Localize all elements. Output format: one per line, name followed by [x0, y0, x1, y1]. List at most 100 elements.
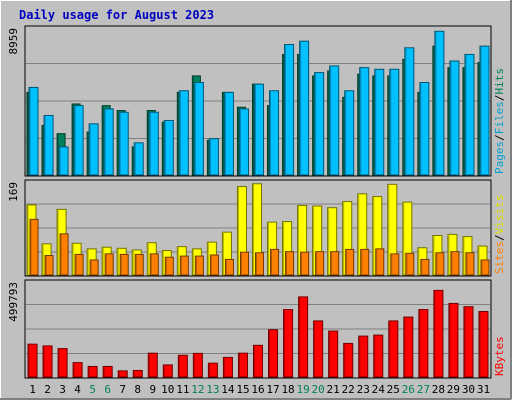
bar-kbytes-day-16 [252, 344, 264, 378]
bar-kbytes-day-8 [132, 369, 143, 378]
bar-kbytes-day-26 [403, 316, 414, 378]
bar-sites-day-31 [480, 259, 490, 276]
bar-sites-day-15 [239, 251, 249, 276]
bar-sites-day-12 [194, 255, 204, 276]
bar-sites-day-23 [360, 248, 370, 276]
bar-sites-day-1 [29, 218, 39, 276]
legend-entry: Visits [493, 195, 506, 235]
series-files [28, 30, 490, 176]
bar-sites-day-14 [224, 258, 234, 276]
bar-kbytes-day-15 [237, 352, 248, 378]
bar-kbytes-day-14 [222, 356, 233, 378]
day-label: 1 [29, 383, 36, 396]
series-sites [29, 218, 490, 276]
bar-sites-day-10 [164, 256, 174, 276]
legend-entry: Sites [493, 241, 506, 274]
bar-kbytes-day-4 [72, 362, 83, 378]
bar-kbytes-day-27 [418, 309, 429, 378]
day-label: 30 [462, 383, 475, 396]
legend-kbytes: KBytes [493, 336, 506, 376]
bar-files-day-10 [163, 119, 174, 176]
bar-files-day-22 [344, 90, 355, 176]
bar-kbytes-day-10 [162, 364, 173, 378]
day-label: 11 [176, 383, 189, 396]
series-kbytes [27, 289, 489, 378]
bar-kbytes-day-12 [192, 352, 203, 378]
bar-kbytes-day-30 [463, 306, 474, 378]
bar-kbytes-day-28 [433, 289, 444, 378]
day-label: 27 [417, 383, 430, 396]
bar-sites-day-2 [44, 255, 54, 276]
bar-sites-day-22 [345, 248, 355, 276]
bar-kbytes-day-21 [328, 330, 339, 378]
day-label: 8 [134, 383, 141, 396]
bar-files-day-24 [374, 68, 385, 176]
bar-files-day-5 [88, 123, 99, 176]
bar-files-day-11 [178, 90, 189, 176]
bar-sites-day-5 [89, 259, 99, 276]
day-label: 17 [266, 383, 279, 396]
legend-entry: Pages [493, 141, 506, 174]
legend-text: Pages/Files/Hits [493, 68, 506, 174]
bar-files-day-21 [329, 65, 340, 176]
bar-kbytes-day-11 [177, 354, 188, 378]
bar-kbytes-day-20 [313, 320, 324, 378]
bar-kbytes-day-23 [358, 335, 369, 378]
bar-files-day-8 [133, 142, 144, 176]
bar-files-day-19 [299, 40, 310, 176]
bar-kbytes-day-29 [448, 302, 459, 378]
bar-kbytes-day-31 [478, 311, 489, 378]
y-max-label: 499793 [7, 282, 20, 322]
day-label: 7 [119, 383, 126, 396]
day-label: 2 [44, 383, 51, 396]
y-max-label: 8959 [7, 28, 20, 55]
bar-kbytes-day-6 [102, 365, 113, 378]
bar-files-day-14 [223, 91, 234, 176]
bar-sites-day-30 [465, 252, 475, 276]
panel-kbytes: 499793 KBytes [7, 279, 506, 379]
bar-sites-day-21 [330, 251, 340, 276]
bar-sites-day-16 [254, 252, 265, 276]
bar-sites-day-7 [119, 253, 129, 276]
bar-files-day-7 [118, 111, 129, 176]
bar-files-day-12 [193, 81, 204, 176]
bar-sites-day-29 [450, 251, 460, 276]
bar-files-day-17 [269, 90, 280, 176]
panel-hits-files-pages: 8959 Pages/Files/Hits [7, 25, 506, 177]
bar-files-day-25 [389, 68, 400, 176]
day-label: 23 [357, 383, 370, 396]
bar-files-day-15 [238, 108, 249, 176]
legend-visits-sites: Sites/Visits [493, 195, 506, 275]
bar-files-day-13 [208, 138, 219, 176]
day-label: 15 [236, 383, 249, 396]
day-label: 29 [447, 383, 460, 396]
day-label: 19 [296, 383, 309, 396]
y-max-label: 169 [7, 182, 20, 202]
chart-title: Daily usage for August 2023 [19, 8, 214, 22]
day-label: 5 [89, 383, 96, 396]
day-label: 28 [432, 383, 445, 396]
bar-sites-day-24 [375, 248, 385, 276]
bar-sites-day-26 [405, 252, 415, 276]
bar-sites-day-20 [315, 251, 325, 276]
bar-sites-day-18 [285, 251, 295, 276]
bar-sites-day-28 [435, 252, 445, 276]
bar-sites-day-11 [179, 255, 189, 276]
legend-text: KBytes [493, 336, 506, 376]
bar-files-day-9 [148, 111, 159, 176]
day-label: 6 [104, 383, 111, 396]
chart-panels: 8959 Pages/Files/Hits 169 Sites/Visits 49979… [7, 25, 506, 379]
bar-files-day-2 [43, 115, 54, 176]
panel-visits-sites: 169 Sites/Visits [7, 179, 506, 277]
bar-files-day-28 [434, 30, 445, 176]
bar-kbytes-day-7 [117, 370, 128, 378]
bar-files-day-4 [73, 105, 84, 176]
legend-entry: Hits [493, 68, 506, 95]
day-label: 16 [251, 383, 264, 396]
bar-kbytes-day-19 [298, 296, 309, 378]
bar-kbytes-day-24 [373, 334, 384, 378]
bar-files-day-20 [314, 72, 325, 176]
bar-kbytes-day-2 [42, 345, 53, 378]
